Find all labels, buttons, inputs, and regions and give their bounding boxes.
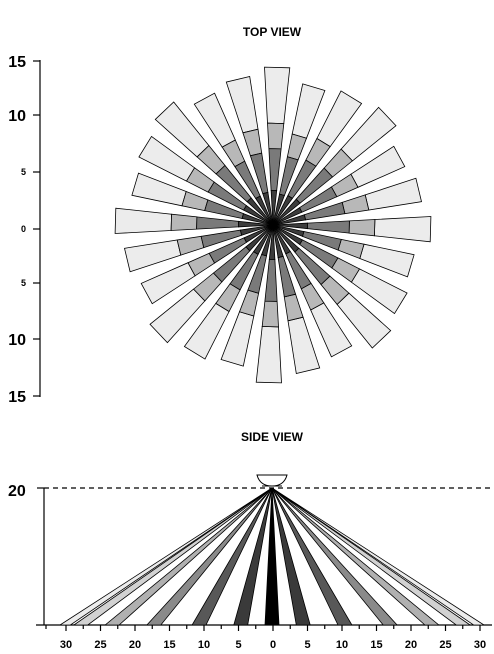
x-tick-label: 15 [163, 639, 175, 651]
y-tick-label: 10 [8, 108, 26, 125]
side-ray [145, 487, 273, 626]
zone-beam [264, 66, 291, 125]
sensor-icon [256, 474, 288, 487]
zone-beam [267, 122, 285, 150]
x-tick-label: 0 [270, 639, 276, 651]
zone-beam [253, 224, 274, 255]
zone-beam [237, 220, 274, 228]
side-ray [191, 487, 273, 626]
zone-beam [337, 238, 365, 260]
x-tick-label: 30 [474, 639, 486, 651]
zone-beam [243, 205, 274, 226]
top-view-title: TOP VIEW [243, 25, 302, 39]
side-ray [271, 487, 311, 626]
side-ray [104, 487, 273, 626]
mount-height-label: 20 [8, 483, 26, 500]
zone-beam [220, 311, 255, 367]
zone-beam [124, 239, 182, 273]
top-view-y-ticks: 15 10 5 0 5 10 15 [8, 54, 40, 406]
zone-beam [270, 189, 278, 226]
side-ray [72, 487, 273, 626]
zone-beam [272, 224, 291, 255]
zone-beam [272, 224, 300, 253]
zone-beam [255, 325, 282, 384]
side-ray [233, 487, 273, 626]
x-tick-label: 20 [405, 639, 417, 651]
zone-beam [242, 128, 263, 157]
zone-beam [272, 198, 301, 226]
zone-beam [245, 224, 274, 252]
zone-beam [272, 224, 284, 259]
x-tick-label: 10 [336, 639, 348, 651]
zone-beam [272, 224, 305, 237]
top-view: TOP VIEW 15 10 5 0 5 10 15 [8, 25, 432, 406]
zone-beam [246, 197, 274, 226]
zone-beam [114, 207, 173, 234]
zone-beam [272, 193, 285, 226]
y-tick-label: 15 [8, 389, 26, 406]
zone-beam [268, 148, 282, 191]
y-tick-label: 10 [8, 332, 26, 349]
zone-beam [261, 300, 279, 328]
zone-beam [196, 216, 239, 230]
zone-beam [170, 213, 198, 231]
side-x-ticks: 30 25 20 15 10 5 0 5 10 15 20 25 30 [45, 625, 486, 651]
x-tick-label: 30 [60, 639, 72, 651]
zone-beam [262, 191, 274, 226]
x-tick-label: 5 [235, 639, 241, 651]
zone-beam [272, 195, 293, 226]
zone-beam [307, 220, 350, 234]
zone-beam [255, 195, 274, 226]
zone-beam [341, 194, 370, 215]
x-tick-label: 25 [439, 639, 451, 651]
zone-beam [225, 76, 259, 134]
zone-beam [283, 293, 304, 322]
side-ray [264, 487, 280, 626]
zone-beam [272, 224, 303, 245]
zone-beam [264, 259, 278, 302]
side-ray [271, 487, 399, 626]
x-tick-label: 15 [370, 639, 382, 651]
y-tick-label: 5 [21, 278, 26, 288]
side-ray [271, 487, 440, 626]
y-tick-label: 0 [21, 224, 26, 234]
y-tick-label: 5 [21, 167, 26, 177]
zone-beam [268, 224, 276, 261]
zone-beam [261, 224, 274, 257]
zone-beam [241, 213, 274, 226]
zone-beam [373, 216, 432, 243]
x-tick-label: 25 [94, 639, 106, 651]
zone-beam [239, 224, 274, 236]
side-rays [58, 487, 486, 626]
zone-beam [291, 83, 326, 139]
side-ray [58, 487, 273, 626]
zone-beam [272, 214, 307, 226]
zone-beam [359, 243, 415, 278]
detection-zones [114, 66, 432, 384]
x-tick-label: 10 [198, 639, 210, 651]
zone-beam [243, 224, 274, 243]
zone-beam [287, 316, 321, 374]
x-tick-label: 5 [304, 639, 310, 651]
x-tick-label: 20 [129, 639, 141, 651]
zone-beam [176, 235, 205, 256]
zone-beam [272, 207, 303, 226]
zone-beam [238, 289, 260, 317]
zone-beam [272, 222, 309, 230]
side-ray [271, 487, 486, 626]
zone-beam [286, 133, 308, 161]
side-view-title: SIDE VIEW [241, 430, 304, 444]
y-tick-label: 15 [8, 54, 26, 71]
side-ray [271, 487, 353, 626]
zone-beam [348, 219, 376, 237]
zone-beam [131, 172, 187, 207]
side-view: SIDE VIEW 20 30 25 20 15 10 5 0 5 10 15 20 25 30 [8, 430, 492, 651]
zone-beam [364, 177, 422, 211]
zone-beam [181, 190, 209, 212]
